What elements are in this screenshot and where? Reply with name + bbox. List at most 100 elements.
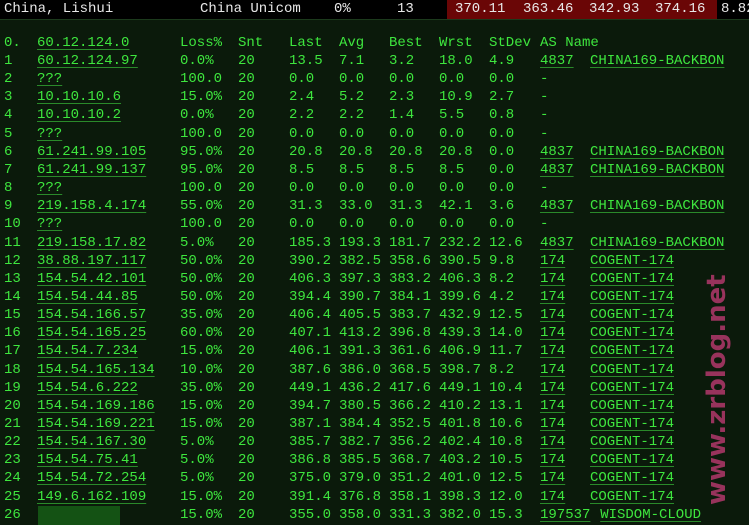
as-name-link[interactable]: COGENT-174 [590,288,675,305]
host-link[interactable]: 154.54.6.222 [37,379,138,396]
host-link[interactable]: 10.10.10.6 [37,89,122,106]
asn-link[interactable]: 174 [540,470,566,487]
stdev: 12.5 [489,307,523,324]
stdev: 0.0 [489,143,515,160]
as-name-link[interactable]: CHINA169-BACKBON [590,53,725,69]
host-link[interactable]: 154.54.7.234 [37,343,138,360]
as-name-link[interactable]: CHINA169-BACKBON [590,143,725,160]
best: 2.3 [389,89,415,106]
as-name-link[interactable]: COGENT-174 [590,416,675,432]
asn-link[interactable]: 174 [540,307,566,324]
snt: 20 [238,307,255,324]
host-link[interactable]: 154.54.72.254 [37,470,147,487]
host-link[interactable]: 10.10.10.2 [37,107,122,124]
table-row: 1 60.12.124.97 0.0% 20 13.5 7.1 3.2 18.0 4.9 4837… [0,53,749,71]
asn-link[interactable]: 174 [540,488,566,505]
as-name-link[interactable]: CHINA169-BACKBON [590,234,725,251]
host-link[interactable]: 154.54.169.221 [37,416,155,432]
as-name-link[interactable]: CHINA169-BACKBON [590,161,725,178]
last: 391.4 [289,488,332,505]
asn-link[interactable]: 174 [540,270,566,287]
snt: 20 [238,506,255,523]
host-link[interactable]: 219.158.4.174 [37,198,147,215]
host-link[interactable]: 149.6.162.109 [37,488,147,505]
avg: 358.0 [339,506,382,523]
asn-link[interactable]: 197537 [540,506,591,523]
wrst: 8.5 [439,161,465,178]
host-link[interactable]: ??? [37,180,63,197]
avg: 2.2 [339,107,365,124]
as-name-link[interactable]: COGENT-174 [590,397,675,414]
loss: 15.0% [180,506,223,523]
as-name-link[interactable]: CHINA169-BACKBON [590,198,725,215]
host-link[interactable]: 219.158.17.82 [37,234,147,251]
as-name-link[interactable]: COGENT-174 [590,452,675,469]
asn-link[interactable]: 174 [540,325,566,342]
host-link[interactable]: 38.88.197.117 [37,252,147,269]
hop-index: 24 [4,470,21,487]
asn-link[interactable]: 174 [540,361,566,378]
host-link[interactable]: 60.12.124.97 [37,53,138,69]
avg: 382.7 [339,434,382,451]
loss: 5.0% [180,470,214,487]
as-name-link[interactable]: COGENT-174 [590,252,675,269]
host-link[interactable]: 154.54.165.134 [37,361,155,378]
as-name-link[interactable]: COGENT-174 [590,270,675,287]
asn-link[interactable]: 174 [540,452,566,469]
table-row: 7 61.241.99.137 95.0% 20 8.5 8.5 8.5 8.5 0.0 4837… [0,162,749,180]
host-link[interactable]: 60.12.124.0 [37,35,130,51]
hop-index: 13 [4,270,21,287]
asn-link[interactable]: 4837 [540,161,574,178]
as-name-link[interactable]: COGENT-174 [590,488,675,505]
loss: 100.0 [180,71,223,88]
as-name-link[interactable]: COGENT-174 [590,325,675,342]
host-link[interactable]: 154.54.167.30 [37,434,147,451]
asn-link[interactable]: 4837 [540,234,574,251]
as-name-link[interactable]: COGENT-174 [590,307,675,324]
best: 396.8 [389,325,432,342]
asn-link[interactable]: 174 [540,288,566,305]
host-link[interactable]: 61.241.99.105 [37,143,147,160]
asn-link[interactable]: 174 [540,416,566,432]
as-name-link[interactable]: COGENT-174 [590,343,675,360]
host-link[interactable]: 61.241.99.137 [37,161,147,178]
col-stdev: StDev [489,35,532,51]
asn-link[interactable]: 174 [540,379,566,396]
hop-index: 25 [4,488,21,505]
asn-link[interactable]: 4837 [540,53,574,69]
asn-link[interactable]: 174 [540,343,566,360]
avg: 193.3 [339,234,382,251]
last: 387.6 [289,361,332,378]
as-name-link[interactable]: COGENT-174 [590,434,675,451]
avg: 386.0 [339,361,382,378]
stdev: 11.7 [489,343,523,360]
as-name-link[interactable]: COGENT-174 [590,361,675,378]
as-name-link[interactable]: COGENT-174 [590,470,675,487]
host-link[interactable]: ??? [37,71,63,88]
summary-bar: China, Lishui China Unicom 0% 13 370.11 … [0,0,749,19]
host-link[interactable]: ??? [37,125,63,142]
hop-index: 3 [4,89,13,106]
asn-link[interactable]: 174 [540,434,566,451]
avg: 390.7 [339,288,382,305]
host-link[interactable]: 154.54.75.41 [37,452,138,469]
wrst: 390.5 [439,252,482,269]
as-name-link[interactable]: COGENT-174 [590,379,675,396]
asn-link[interactable]: 174 [540,397,566,414]
stdev: 0.0 [489,161,515,178]
table-row: 10??? 100.0 20 0.0 0.0 0.0 0.0 0.0 - [0,216,749,234]
host-link[interactable]: 154.54.169.186 [37,397,155,414]
wrst: 0.0 [439,216,465,233]
asn-link[interactable]: 174 [540,252,566,269]
as-name-link[interactable]: WISDOM-CLOUD [600,506,702,523]
loss: 5.0% [180,452,214,469]
best: 0.0 [389,125,415,142]
host-link[interactable]: 154.54.165.25 [37,325,147,342]
host-link[interactable]: 154.54.42.101 [37,270,147,287]
wrst: 0.0 [439,71,465,88]
host-link[interactable]: ??? [37,216,63,233]
host-link[interactable]: 154.54.166.57 [37,307,147,324]
asn-link[interactable]: 4837 [540,143,574,160]
host-link[interactable]: 154.54.44.85 [37,288,138,305]
asn-link[interactable]: 4837 [540,198,574,215]
